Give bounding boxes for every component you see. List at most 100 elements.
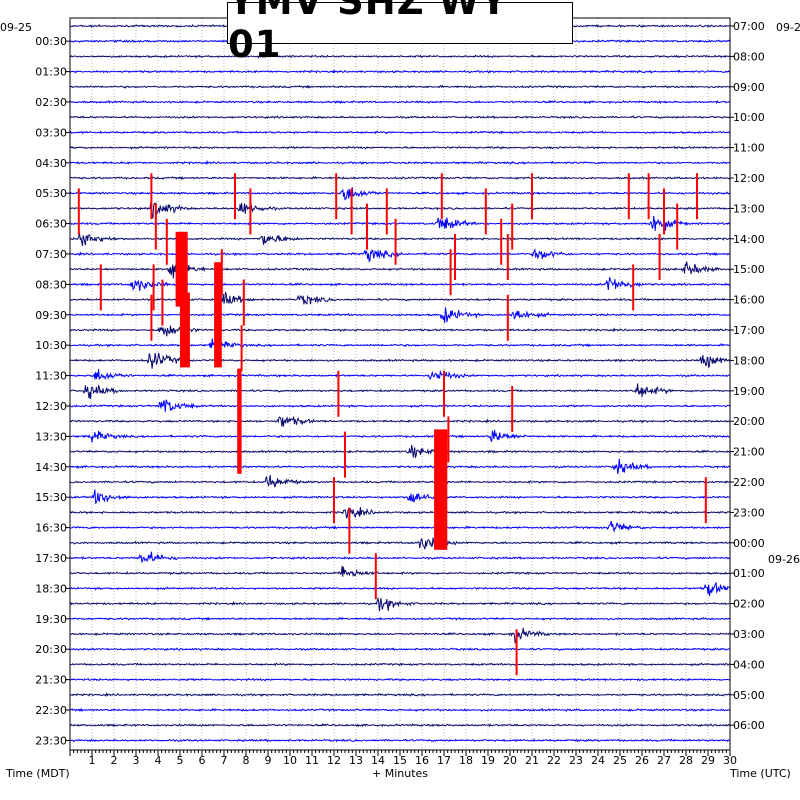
x-axis-label: + Minutes: [372, 767, 428, 780]
seismic-trace: [69, 692, 731, 697]
right-tick-label: 16:00: [733, 294, 765, 307]
right-tick-label: 08:00: [733, 50, 765, 63]
left-tick-label: 11:30: [35, 370, 67, 383]
x-tick-label: 15: [393, 754, 407, 767]
left-tick-label: 21:30: [35, 674, 67, 687]
left-date-label: 09-25: [0, 21, 32, 34]
left-axis-label: Time (MDT): [5, 767, 70, 780]
right-tick-label: 14:00: [733, 233, 765, 246]
x-tick-label: 22: [547, 754, 561, 767]
seismic-trace: [69, 581, 731, 597]
right-top-date-label: 09-2: [776, 21, 800, 34]
left-tick-label: 13:30: [35, 430, 67, 443]
seismic-trace: [69, 723, 731, 728]
seismic-trace: [69, 506, 731, 519]
seismic-trace: [69, 399, 731, 412]
seismic-trace: [69, 187, 731, 201]
x-tick-label: 4: [155, 754, 162, 767]
x-tick-label: 16: [415, 754, 429, 767]
x-tick-label: 11: [305, 754, 319, 767]
x-tick-label: 24: [591, 754, 605, 767]
seismic-trace: [69, 175, 731, 181]
x-tick-label: 9: [265, 754, 272, 767]
seismic-trace: [69, 596, 731, 612]
x-tick-label: 18: [459, 754, 473, 767]
seismic-trace: [69, 68, 731, 74]
clipped-block: [237, 368, 242, 474]
x-tick-label: 29: [701, 754, 715, 767]
seismic-trace: [70, 537, 731, 550]
x-tick-label: 20: [503, 754, 517, 767]
seismic-trace: [69, 160, 731, 165]
left-tick-label: 10:30: [35, 339, 67, 352]
right-tick-label: 03:00: [733, 628, 765, 641]
x-tick-label: 14: [371, 754, 385, 767]
right-tick-label: 23:00: [733, 506, 765, 519]
right-tick-label: 07:00: [733, 20, 765, 33]
left-tick-label: 19:30: [35, 613, 67, 626]
seismic-trace: [69, 369, 730, 381]
clipped-block: [175, 231, 188, 307]
right-tick-label: 00:00: [733, 537, 765, 550]
left-tick-label: 23:30: [35, 734, 67, 747]
right-axis-label: Time (UTC): [729, 767, 791, 780]
seismic-trace: [69, 677, 731, 682]
seismic-trace: [70, 145, 731, 150]
x-tick-label: 17: [437, 754, 451, 767]
right-tick-label: 21:00: [733, 446, 765, 459]
x-tick-label: 10: [283, 754, 297, 767]
left-tick-label: 08:30: [35, 278, 67, 291]
seismic-trace: [69, 647, 731, 652]
seismic-trace: [69, 84, 731, 89]
x-tick-label: 26: [635, 754, 649, 767]
x-tick-label: 30: [723, 754, 737, 767]
seismic-trace: [69, 444, 731, 458]
seismic-trace: [69, 416, 731, 427]
left-tick-label: 00:30: [35, 35, 67, 48]
seismic-trace: [69, 99, 731, 105]
left-tick-label: 09:30: [35, 309, 67, 322]
seismic-trace: [69, 429, 731, 443]
right-tick-label: 19:00: [733, 385, 765, 398]
right-tick-label: 17:00: [733, 324, 765, 337]
x-tick-label: 19: [481, 754, 495, 767]
clipped-signal-marks: [77, 173, 707, 676]
x-tick-label: 27: [657, 754, 671, 767]
seismic-trace: [69, 474, 730, 488]
right-tick-label: 10:00: [733, 111, 765, 124]
seismic-trace: [69, 458, 731, 474]
left-tick-label: 02:30: [35, 96, 67, 109]
seismic-trace: [69, 520, 731, 533]
seismic-trace: [69, 738, 731, 743]
left-tick-label: 20:30: [35, 643, 67, 656]
right-tick-label: 18:00: [733, 354, 765, 367]
right-tick-label: 20:00: [733, 415, 765, 428]
right-tick-label: 04:00: [733, 658, 765, 671]
clipped-block: [180, 292, 190, 368]
left-tick-label: 05:30: [35, 187, 67, 200]
right-tick-label: 05:00: [733, 689, 765, 702]
left-tick-label: 01:30: [35, 66, 67, 79]
x-tick-label: 8: [243, 754, 250, 767]
seismic-trace: [70, 383, 731, 400]
left-tick-label: 07:30: [35, 248, 67, 261]
x-tick-label: 23: [569, 754, 583, 767]
left-tick-label: 15:30: [35, 491, 67, 504]
right-tick-label: 12:00: [733, 172, 765, 185]
left-tick-label: 14:30: [35, 461, 67, 474]
chart-title: YMV SHZ WY 01: [228, 0, 509, 66]
x-tick-label: 7: [221, 754, 228, 767]
seismic-trace: [69, 551, 731, 564]
right-tick-label: 15:00: [733, 263, 765, 276]
x-tick-label: 12: [327, 754, 341, 767]
seismic-trace: [69, 215, 731, 232]
right-tick-label: 06:00: [733, 719, 765, 732]
x-tick-label: 3: [133, 754, 140, 767]
seismic-trace: [69, 202, 731, 219]
left-tick-label: 03:30: [35, 126, 67, 139]
x-tick-label: 1: [89, 754, 96, 767]
axes: 1 2 3 4 5 6 7 8 9 10 11 12 13 14 15 16 17 18 19 20 21 22 23 24 2…: [35, 20, 764, 767]
x-tick-label: 13: [349, 754, 363, 767]
right-tick-label: 22:00: [733, 476, 765, 489]
seismic-trace: [69, 565, 731, 577]
